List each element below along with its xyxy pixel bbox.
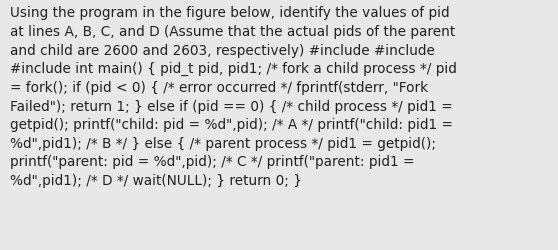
- Text: Using the program in the figure below, identify the values of pid
at lines A, B,: Using the program in the figure below, i…: [10, 6, 457, 187]
